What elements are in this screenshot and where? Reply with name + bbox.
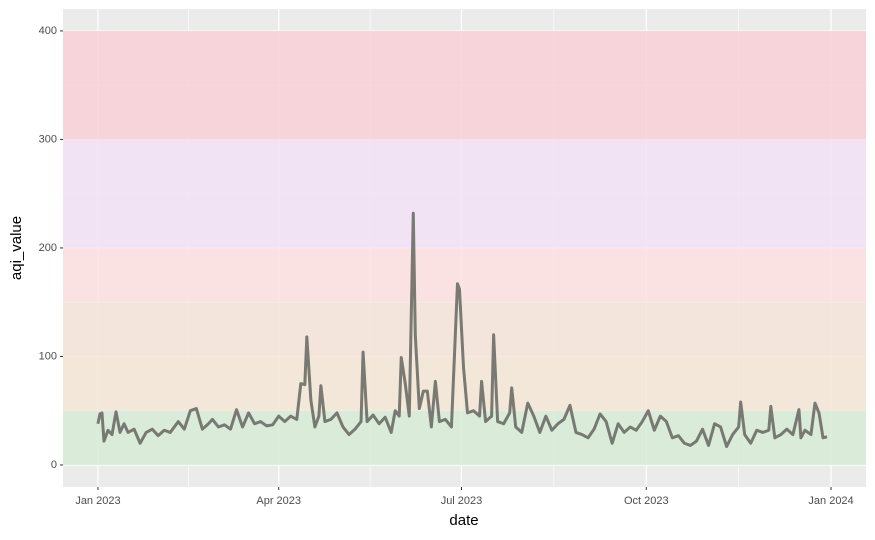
- aqi-line: [96, 211, 828, 449]
- aqi-band: [63, 247, 866, 303]
- y-tick-label: 0: [51, 459, 57, 471]
- y-tick-label: 200: [39, 242, 57, 254]
- x-tick-label: Jan 2023: [75, 495, 120, 507]
- x-tick-label: Apr 2023: [256, 495, 301, 507]
- y-tick-label: 400: [39, 25, 57, 37]
- y-tick-label: 300: [39, 133, 57, 145]
- x-tick-label: Jul 2023: [441, 495, 483, 507]
- bands: [63, 30, 866, 465]
- aqi-band: [63, 30, 866, 140]
- aqi-band: [63, 139, 866, 248]
- x-axis-title: date: [449, 512, 478, 529]
- y-tick-label: 100: [39, 350, 57, 362]
- axes: 0 100 200 300 400 Jan 2023 Apr 2023 Jul 2023 Oct…: [39, 25, 854, 507]
- aqi-band: [63, 302, 866, 357]
- x-tick-label: Jan 2024: [808, 495, 853, 507]
- x-tick-label: Oct 2023: [624, 495, 669, 507]
- y-axis-title: aqi_value: [8, 216, 25, 280]
- lines: [96, 211, 828, 449]
